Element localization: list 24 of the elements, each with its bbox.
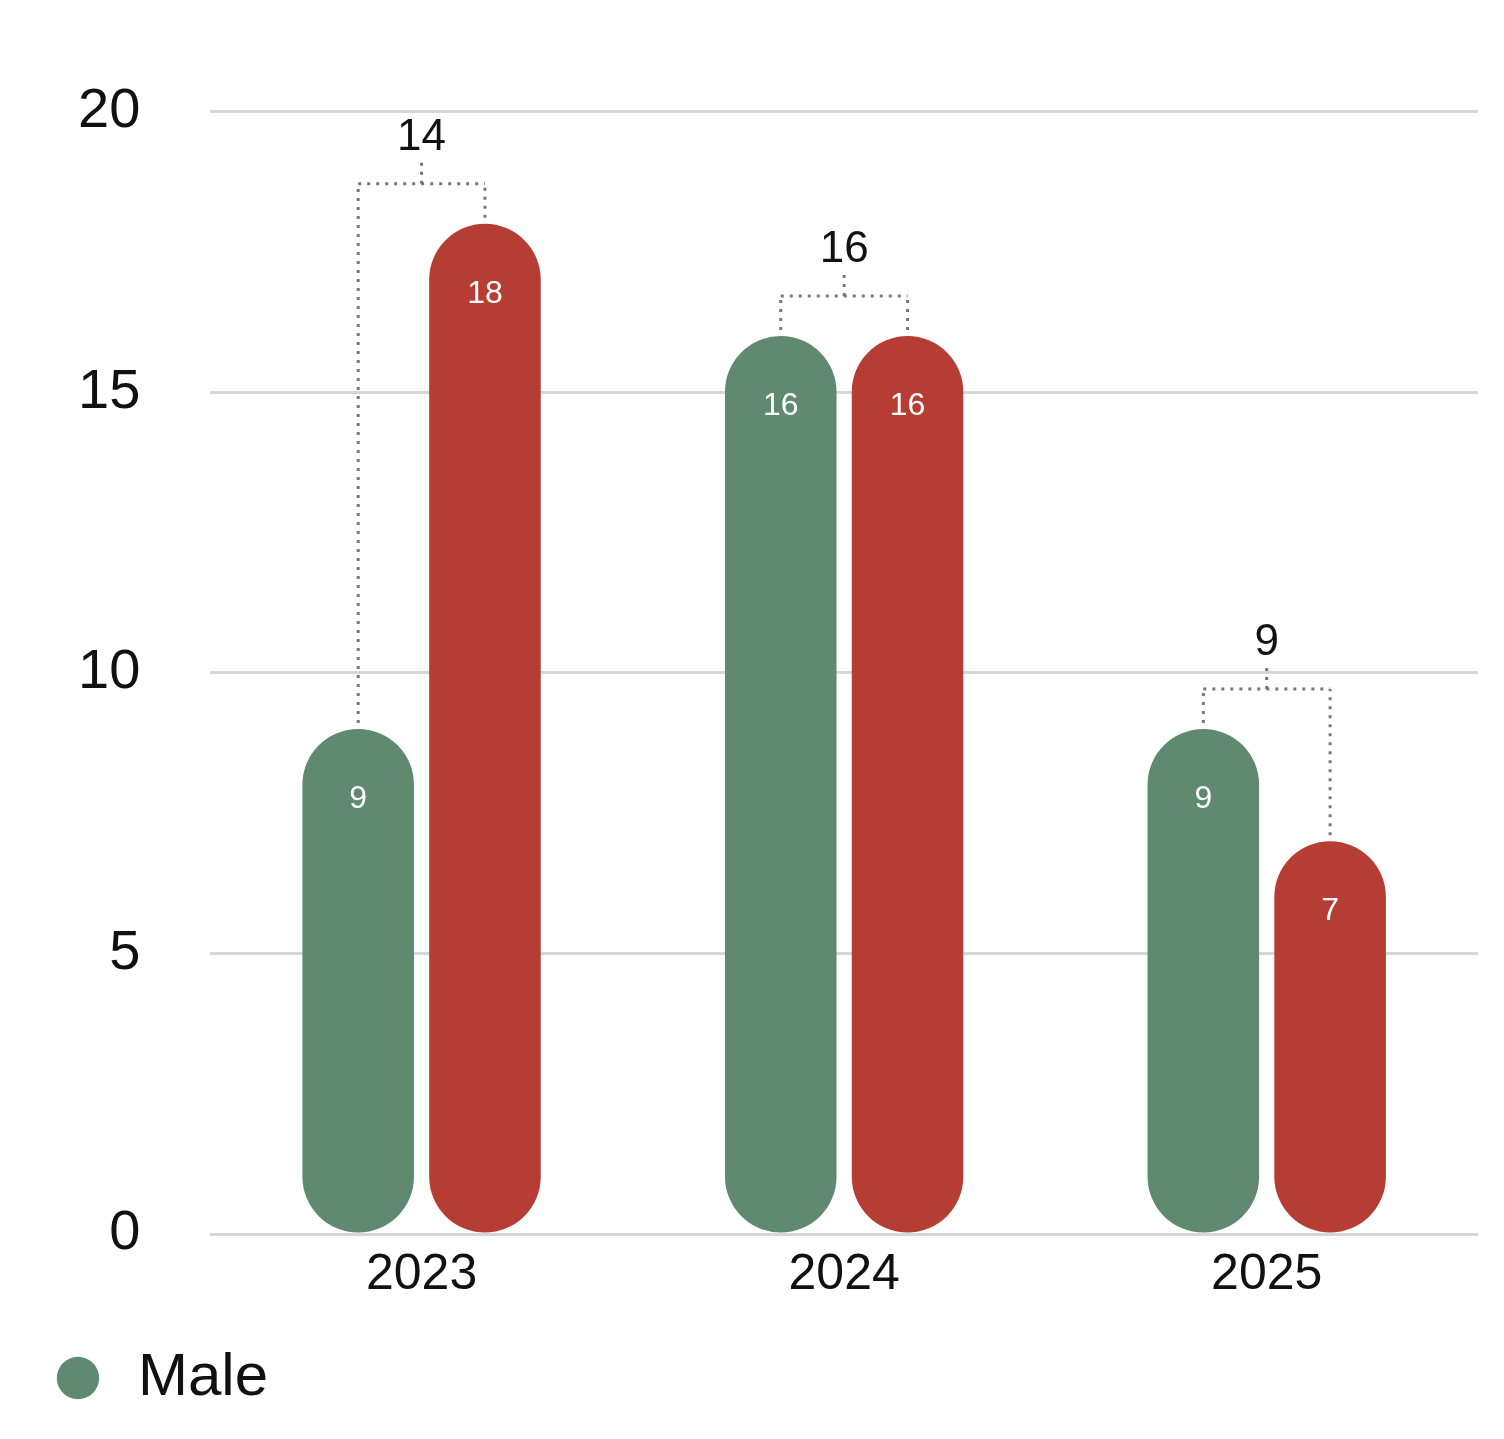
data-label: 7 <box>1321 890 1339 927</box>
legend-label: Male <box>138 1340 269 1408</box>
data-label: 9 <box>1194 778 1213 815</box>
y-tick-label: 15 <box>77 356 141 420</box>
y-tick-label: 10 <box>77 637 141 701</box>
y-tick-label: 0 <box>109 1198 141 1262</box>
bar <box>429 223 541 1233</box>
annotation: 16 <box>819 222 869 272</box>
y-tick-label: 5 <box>109 917 141 981</box>
data-label: 9 <box>349 778 368 815</box>
bar <box>302 728 414 1233</box>
x-tick-label: 2023 <box>365 1243 478 1300</box>
annotation: 14 <box>397 109 447 159</box>
bar <box>851 336 964 1233</box>
data-label: 18 <box>467 273 503 310</box>
x-tick-label: 2025 <box>1211 1243 1323 1300</box>
bar <box>1147 728 1260 1233</box>
annotation: 9 <box>1254 615 1279 665</box>
bar <box>1274 841 1386 1233</box>
x-tick-label: 2024 <box>788 1243 900 1300</box>
data-label: 16 <box>889 385 926 422</box>
data-label: 16 <box>762 385 799 422</box>
y-tick-label: 20 <box>77 76 141 140</box>
bar <box>724 336 837 1233</box>
